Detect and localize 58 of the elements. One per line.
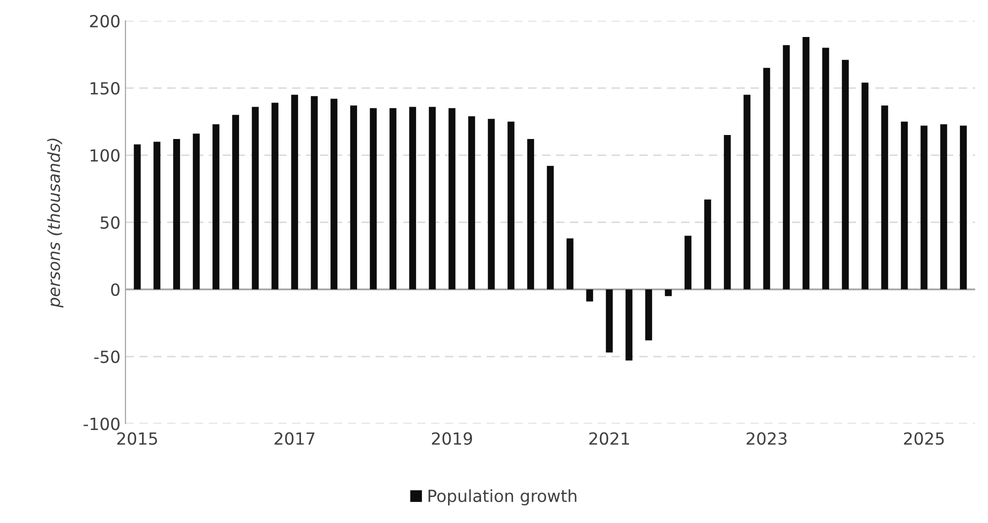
bar (134, 144, 141, 290)
x-tick-label: 2021 (589, 432, 629, 445)
bar (370, 108, 377, 290)
bar (154, 142, 160, 290)
bar (606, 289, 613, 352)
bar (468, 116, 476, 290)
y-tick-label: -100 (84, 418, 120, 430)
bar (527, 139, 534, 290)
bar (232, 114, 240, 290)
bar (645, 289, 652, 340)
bar (448, 108, 456, 290)
bar (212, 124, 220, 290)
bar (330, 98, 338, 290)
bar (900, 122, 908, 290)
bar (684, 236, 692, 290)
bar (428, 106, 436, 290)
bar (508, 122, 514, 290)
bar (252, 106, 259, 290)
y-tick-label: 100 (90, 149, 120, 162)
y-tick-label: 0 (111, 283, 120, 296)
bar (173, 139, 180, 290)
bar (272, 102, 278, 290)
bar (664, 289, 672, 296)
bar (842, 60, 849, 290)
y-tick-label: 50 (100, 216, 120, 229)
bar (192, 134, 200, 290)
bar (782, 45, 790, 290)
x-tick-label: 2019 (432, 432, 472, 445)
bar (409, 106, 416, 290)
y-tick-label: 150 (90, 82, 120, 95)
bar (802, 37, 810, 290)
bar (546, 166, 554, 290)
legend-label: Population growth (428, 489, 576, 506)
bar (350, 105, 358, 290)
x-tick-label: 2025 (904, 432, 944, 445)
y-tick-label: -50 (94, 350, 120, 364)
x-tick-label: 2023 (746, 432, 787, 445)
bar (920, 126, 928, 290)
bar (763, 68, 770, 290)
bar (881, 105, 888, 290)
bar (744, 94, 750, 290)
bar (488, 118, 495, 290)
bar (862, 82, 868, 290)
bar (960, 126, 967, 290)
bar (586, 289, 594, 302)
y-tick-label: 200 (90, 14, 120, 28)
bar (704, 199, 712, 290)
bar (291, 94, 298, 290)
bar (566, 238, 574, 290)
bar (390, 108, 396, 290)
x-tick-label: 2015 (117, 432, 158, 445)
bar (822, 48, 830, 290)
bar (310, 96, 318, 290)
y-axis-title: persons (thousands) (47, 138, 64, 308)
x-tick-label: 2017 (274, 432, 314, 445)
bar (940, 124, 948, 290)
bar (626, 289, 632, 361)
bar (724, 135, 731, 290)
